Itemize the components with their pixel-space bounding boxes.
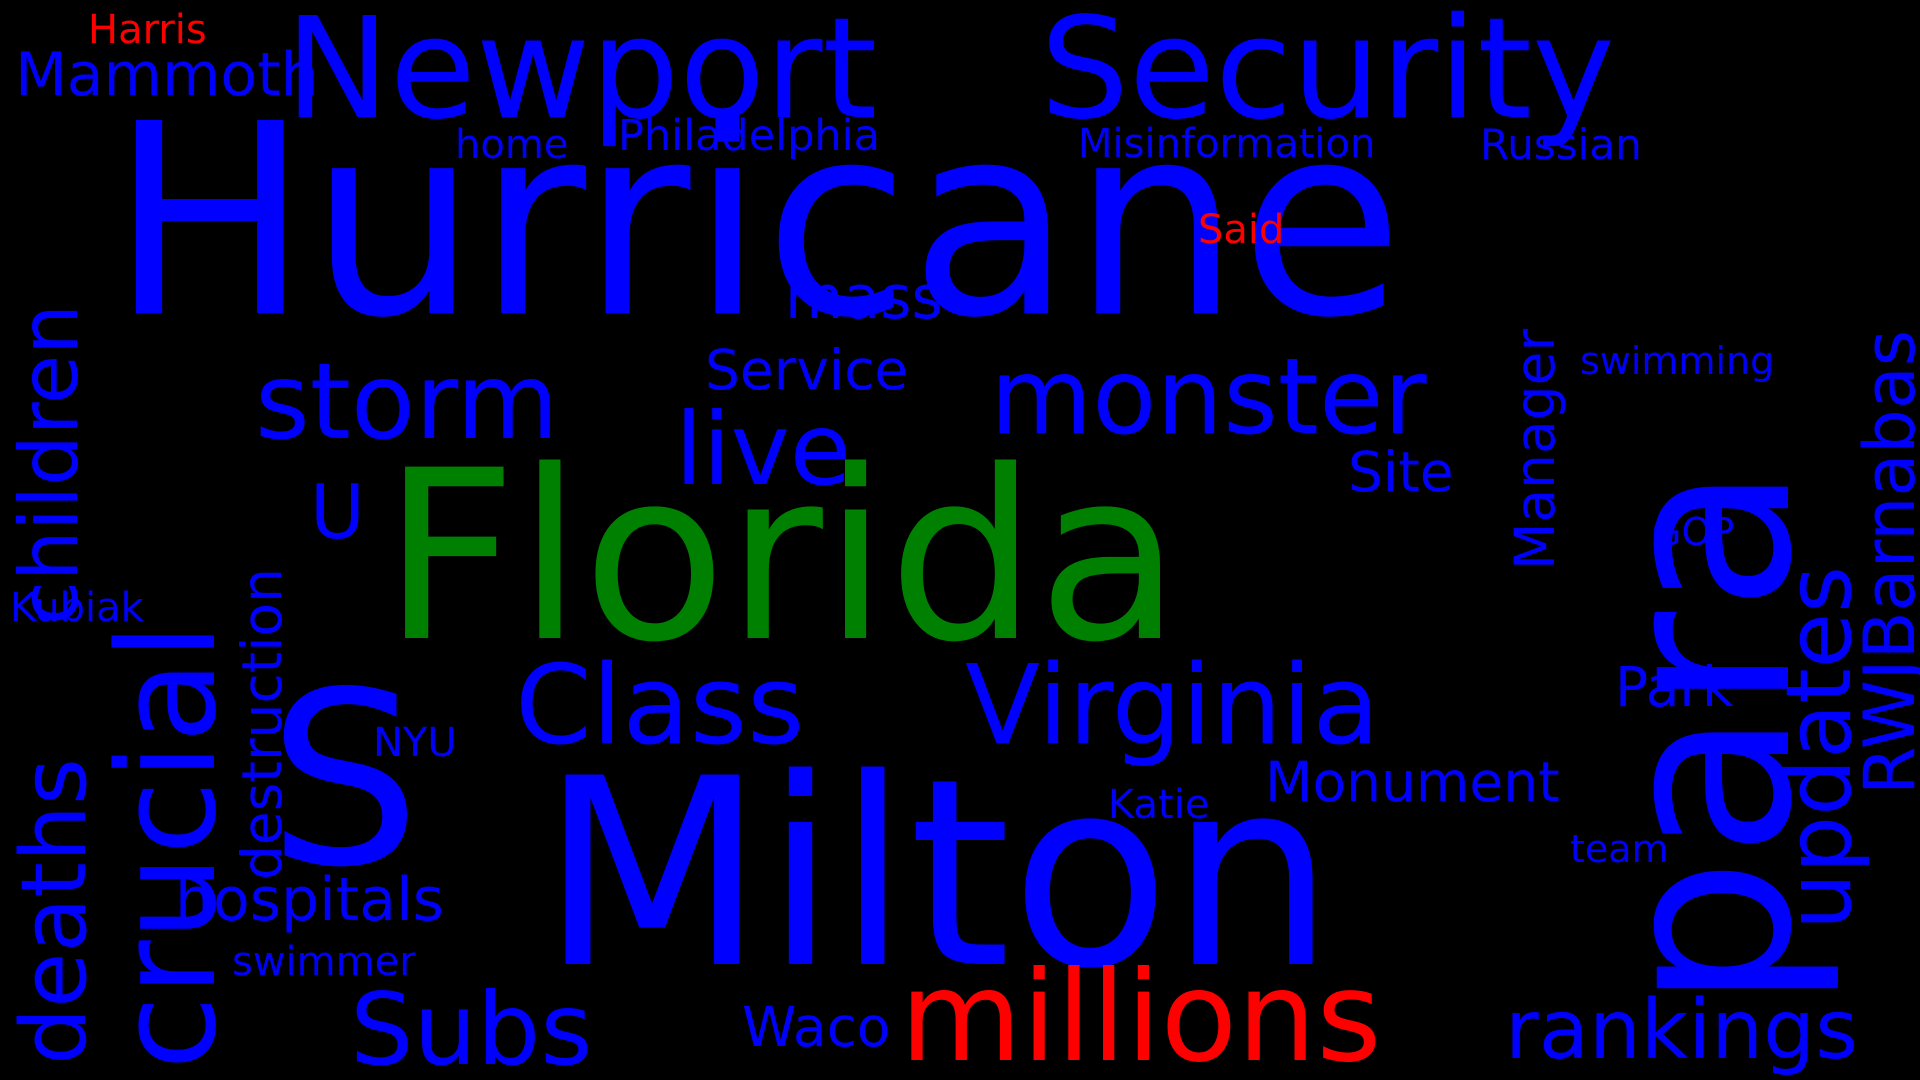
- word-rwjbarnabas: RWJBarnabas: [1849, 329, 1920, 795]
- word-katie: Katie: [1108, 782, 1210, 828]
- word-nyu: NYU: [373, 720, 457, 766]
- word-russian: Russian: [1480, 120, 1642, 169]
- word-florida: Florida: [382, 421, 1182, 694]
- word-home: home: [455, 122, 569, 168]
- word-security: Security: [1040, 0, 1615, 151]
- word-virginia: Virginia: [965, 641, 1380, 769]
- word-subs: Subs: [350, 971, 593, 1080]
- word-children: children: [3, 304, 96, 625]
- word-mass: mass: [785, 263, 943, 333]
- word-service: Service: [705, 338, 909, 402]
- word-swimming: swimming: [1580, 339, 1775, 383]
- word-manager: Manager: [1503, 328, 1567, 570]
- word-millions: millions: [900, 945, 1382, 1080]
- word-u: U: [310, 468, 365, 556]
- word-mammoth: Mammoth: [15, 40, 319, 110]
- word-kubiak: Kubiak: [10, 585, 144, 631]
- word-misinformation: Misinformation: [1078, 121, 1376, 167]
- word-live: live: [675, 391, 852, 508]
- word-site: Site: [1348, 440, 1454, 504]
- word-storm: storm: [255, 341, 559, 463]
- word-destruction: destruction: [230, 567, 294, 880]
- word-rankings: rankings: [1505, 983, 1858, 1078]
- word-newport: Newport: [285, 0, 878, 151]
- word-philadelphia: Philadelphia: [618, 111, 880, 161]
- word-class: Class: [515, 641, 805, 769]
- word-deaths: deaths: [2, 758, 107, 1065]
- word-team: team: [1570, 827, 1669, 871]
- word-milton: Milton: [540, 724, 1335, 1026]
- word-swimmer: swimmer: [232, 939, 416, 985]
- word-harris: Harris: [88, 7, 207, 53]
- word-waco: Waco: [742, 995, 891, 1059]
- word-said: Said: [1198, 207, 1285, 253]
- word-hurricane: Hurricane: [110, 68, 1404, 376]
- word-s: S: [268, 640, 421, 920]
- word-hospitals: hospitals: [175, 865, 444, 935]
- word-crucial: crucial: [89, 622, 246, 1070]
- word-gop: GOP: [1652, 510, 1735, 554]
- word-park: Park: [1615, 655, 1734, 719]
- word-monster: monster: [990, 336, 1427, 458]
- word-monument: Monument: [1265, 750, 1560, 814]
